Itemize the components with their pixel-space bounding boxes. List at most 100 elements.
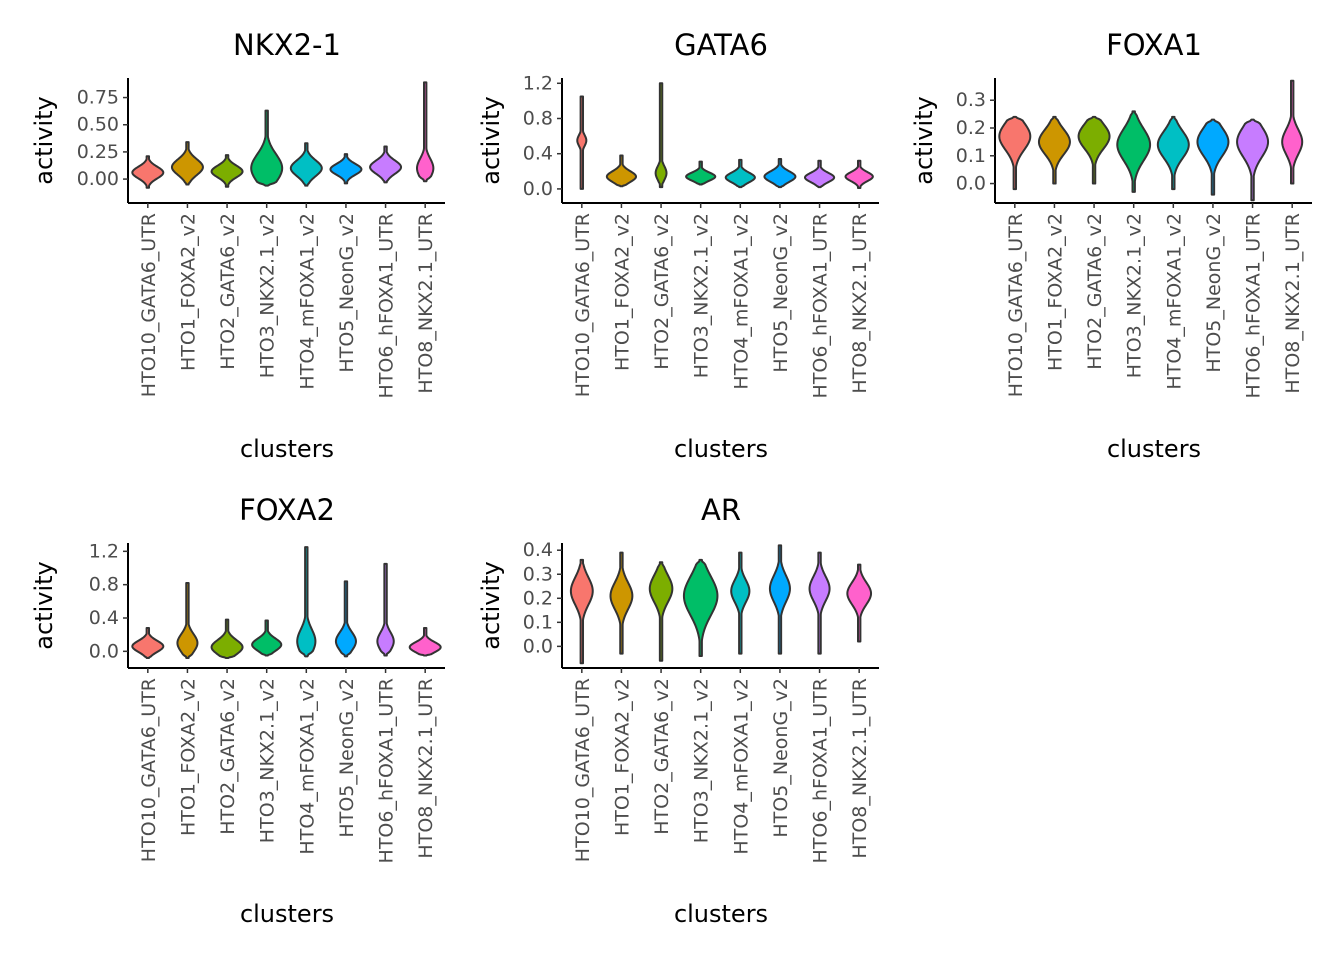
y-tick-label: 0.1 — [523, 611, 553, 633]
x-tick-label: HTO2_GATA6_v2 — [651, 678, 673, 835]
y-tick-label: 0.4 — [523, 539, 553, 561]
x-tick-label: HTO10_GATA6_UTR — [1005, 213, 1027, 397]
y-tick-label: 0.0 — [89, 640, 119, 662]
y-tick-label: 0.75 — [77, 87, 119, 109]
violin-hto1-foxa2-v2 — [605, 154, 638, 188]
x-tick-label: HTO8_NKX2.1_UTR — [849, 213, 871, 394]
violin-hto1-foxa2-v2 — [176, 582, 199, 659]
panel-foxa1: FOXA1 0.0 0.1 0.2 0.3 HTO10_GATA6_UTR HTO1_FOX… — [910, 28, 1312, 463]
x-tick-label: HTO4_mFOXA1_v2 — [730, 213, 752, 390]
y-tick-label: 1.2 — [523, 72, 553, 94]
violin-hto8-nkx2-1-utr — [1281, 79, 1304, 185]
violin-hto10-gata6-utr — [998, 115, 1032, 191]
x-tick-label: HTO4_mFOXA1_v2 — [296, 678, 318, 855]
violin-hto5-neong-v2 — [334, 580, 357, 658]
x-tick-label: HTO4_mFOXA1_v2 — [730, 678, 752, 855]
x-tick-label: HTO5_NeonG_v2 — [770, 678, 792, 838]
y-tick-label: 0.50 — [77, 114, 119, 136]
panel-title: GATA6 — [674, 28, 768, 62]
x-axis-title: clusters — [1107, 435, 1201, 463]
panel-title: NKX2-1 — [233, 28, 341, 62]
y-tick-label: 0.0 — [523, 178, 553, 200]
x-tick-label: HTO6_hFOXA1_UTR — [810, 213, 832, 398]
panel-foxa2: FOXA2 0.0 0.4 0.8 1.2 HTO10_GATA6_UTR HTO1_FOX… — [30, 493, 445, 928]
x-tick-label: HTO2_GATA6_v2 — [651, 213, 673, 370]
violin-hto8-nkx2-1-utr — [844, 159, 874, 190]
violin-hto3-nkx2-1-v2 — [682, 558, 719, 657]
x-tick-label: HTO1_FOXA2_v2 — [177, 213, 199, 371]
x-axis-title: clusters — [674, 900, 768, 928]
violin-hto1-foxa2-v2 — [609, 551, 634, 655]
x-tick-label: HTO3_NKX2.1_v2 — [257, 213, 279, 378]
violin-hto6-hfoxa1-utr — [803, 159, 836, 189]
x-tick-label: HTO4_mFOXA1_v2 — [1163, 213, 1185, 390]
x-tick-label: HTO10_GATA6_UTR — [138, 213, 160, 397]
x-tick-label: HTO3_NKX2.1_v2 — [1124, 213, 1146, 378]
x-tick-label: HTO5_NeonG_v2 — [336, 678, 358, 838]
y-tick-label: 0.4 — [89, 607, 119, 629]
violin-hto1-foxa2-v2 — [1037, 115, 1071, 185]
violin-hto10-gata6-utr — [131, 155, 165, 189]
y-tick-label: 0.0 — [523, 635, 553, 657]
violin-hto5-neong-v2 — [1196, 118, 1230, 196]
x-axis-title: clusters — [240, 435, 334, 463]
x-tick-label: HTO3_NKX2.1_v2 — [691, 213, 713, 378]
violin-hto4-mfoxa1-v2 — [730, 551, 751, 655]
violin-hto5-neong-v2 — [768, 544, 791, 655]
y-tick-label: 0.2 — [523, 587, 553, 609]
violin-hto4-mfoxa1-v2 — [296, 546, 317, 658]
y-tick-label: 0.8 — [89, 574, 119, 596]
y-tick-label: 0.25 — [77, 141, 119, 163]
violin-hto3-nkx2-1-v2 — [251, 619, 283, 657]
violin-hto4-mfoxa1-v2 — [1156, 115, 1190, 191]
y-tick-label: 0.3 — [956, 89, 986, 111]
panel-ar: AR 0.00.10.20.30.4 HTO10_GATA6_UTR HTO1_FOX… — [477, 493, 879, 928]
violin-hto2-gata6-v2 — [1077, 115, 1111, 185]
panel-title: AR — [701, 493, 741, 527]
x-tick-label: HTO10_GATA6_UTR — [138, 678, 160, 862]
y-tick-label: 1.2 — [89, 540, 119, 562]
violin-hto6-hfoxa1-utr — [1236, 118, 1270, 202]
y-axis-title: activity — [477, 561, 505, 649]
y-axis-title: activity — [30, 561, 58, 649]
y-axis-title: activity — [910, 96, 938, 184]
x-tick-label: HTO6_hFOXA1_UTR — [376, 678, 398, 863]
panel-gata6: GATA6 0.0 0.4 0.8 1.2 HTO10_GATA6_UTR HTO1_FOX… — [477, 28, 879, 463]
violin-hto3-nkx2-1-v2 — [685, 160, 717, 186]
x-tick-label: HTO2_GATA6_v2 — [217, 213, 239, 370]
violin-hto3-nkx2-1-v2 — [1116, 110, 1152, 193]
violin-hto8-nkx2-1-utr — [846, 563, 873, 643]
x-tick-label: HTO8_NKX2.1_UTR — [415, 213, 437, 394]
panel-title: FOXA2 — [239, 493, 335, 527]
violin-hto5-neong-v2 — [763, 157, 797, 189]
x-tick-label: HTO1_FOXA2_v2 — [1044, 213, 1066, 371]
x-tick-label: HTO10_GATA6_UTR — [572, 213, 594, 397]
y-tick-label: 0.3 — [523, 563, 553, 585]
violin-hto10-gata6-utr — [576, 95, 588, 190]
violin-hto3-nkx2-1-v2 — [250, 109, 284, 187]
x-tick-label: HTO5_NeonG_v2 — [1203, 213, 1225, 373]
violin-hto2-gata6-v2 — [648, 561, 674, 662]
violin-hto8-nkx2-1-utr — [415, 81, 435, 183]
x-axis-title: clusters — [674, 435, 768, 463]
violin-hto2-gata6-v2 — [654, 82, 668, 189]
violin-hto6-hfoxa1-utr — [808, 551, 831, 655]
x-tick-label: HTO8_NKX2.1_UTR — [415, 678, 437, 859]
x-tick-label: HTO1_FOXA2_v2 — [177, 678, 199, 836]
y-tick-label: 0.0 — [956, 173, 986, 195]
x-tick-label: HTO1_FOXA2_v2 — [611, 678, 633, 836]
x-tick-label: HTO8_NKX2.1_UTR — [849, 678, 871, 859]
y-tick-label: 0.8 — [523, 107, 553, 129]
x-tick-label: HTO2_GATA6_v2 — [1084, 213, 1106, 370]
x-tick-label: HTO5_NeonG_v2 — [770, 213, 792, 373]
violin-hto4-mfoxa1-v2 — [289, 142, 323, 187]
x-tick-label: HTO2_GATA6_v2 — [217, 678, 239, 835]
y-tick-label: 0.2 — [956, 117, 986, 139]
x-tick-label: HTO6_hFOXA1_UTR — [376, 213, 398, 398]
x-tick-label: HTO3_NKX2.1_v2 — [691, 678, 713, 843]
violin-hto10-gata6-utr — [569, 558, 594, 665]
violin-hto5-neong-v2 — [329, 153, 363, 185]
violin-hto4-mfoxa1-v2 — [724, 158, 756, 189]
y-axis-title: activity — [477, 96, 505, 184]
